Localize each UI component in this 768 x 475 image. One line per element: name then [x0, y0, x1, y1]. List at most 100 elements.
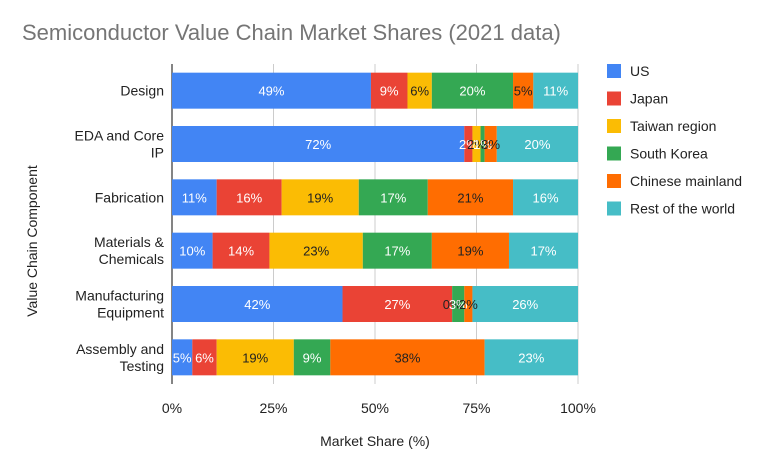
data-label: 9%	[380, 84, 399, 99]
legend-swatch	[607, 119, 621, 133]
bar-segment	[431, 232, 509, 269]
legend-label: South Korea	[630, 146, 708, 162]
bar-segment	[472, 126, 481, 162]
x-axis-title: Market Share (%)	[320, 433, 430, 449]
legend-label: Japan	[630, 91, 668, 107]
data-label: 11%	[182, 190, 207, 205]
data-label: 27%	[384, 297, 410, 312]
bar-segment	[358, 179, 428, 216]
data-label: 23%	[303, 244, 329, 259]
bar-segment	[172, 339, 193, 376]
bar-segment	[212, 232, 270, 269]
x-tick-labels: 0% 25% 50% 75% 100%	[162, 400, 596, 416]
data-label: 19%	[307, 190, 333, 205]
bar-segment	[484, 339, 578, 376]
bar-segment	[407, 72, 432, 109]
bar-segment	[464, 286, 473, 322]
data-label: 72%	[305, 137, 331, 152]
legend-swatch	[607, 64, 621, 78]
category-label: Design	[120, 83, 164, 99]
bar-segment	[172, 286, 343, 322]
data-label: 49%	[258, 84, 284, 99]
legend-label: US	[630, 63, 649, 79]
data-label: 42%	[244, 297, 270, 312]
category-labels: Design EDA and Core IP Fabrication Materials…	[75, 83, 165, 374]
bar-segment	[293, 339, 331, 376]
data-label: 2%	[467, 137, 486, 152]
gridlines	[171, 64, 579, 384]
bar-segment	[172, 126, 465, 162]
legend-swatch	[607, 91, 621, 106]
data-label: 26%	[512, 297, 538, 312]
data-label: 1%	[473, 137, 492, 152]
data-label: 10%	[179, 244, 205, 259]
data-label: 9%	[303, 350, 322, 365]
data-label: 6%	[410, 84, 429, 99]
x-tick-label: 100%	[560, 400, 596, 416]
data-label: 16%	[236, 190, 262, 205]
legend: US Japan Taiwan region South Korea Chinese m…	[607, 63, 742, 217]
x-tick-label: 25%	[259, 400, 287, 416]
bar-segment	[431, 72, 514, 109]
data-label: 17%	[384, 244, 410, 259]
bar-segment	[172, 232, 213, 269]
bar-segment	[496, 126, 578, 162]
data-label: 20%	[524, 137, 550, 152]
bar-segment	[216, 179, 282, 216]
bar-segment	[216, 339, 294, 376]
bar-segment	[513, 179, 578, 216]
legend-swatch	[607, 174, 621, 188]
x-tick-label: 0%	[162, 400, 182, 416]
data-label: 17%	[380, 190, 406, 205]
bar-segment	[269, 232, 363, 269]
category-label: Assembly and Testing	[76, 341, 164, 374]
bar-segment	[513, 72, 534, 109]
bar-segment	[484, 126, 497, 162]
chart-title: Semiconductor Value Chain Market Shares …	[22, 20, 561, 45]
legend-label: Taiwan region	[630, 118, 716, 134]
bar-segment	[281, 179, 359, 216]
bar-segment	[362, 232, 432, 269]
data-labels: 49% 9% 6% 20% 5% 11%72% 2%2%1%3% 20%11% 16% 19% 17…	[173, 84, 569, 366]
data-label: 2%	[459, 137, 478, 152]
bar-segment	[508, 232, 578, 269]
data-label: 19%	[457, 244, 483, 259]
data-label: 5%	[514, 84, 533, 99]
bar-segment	[480, 126, 485, 162]
x-tick-label: 50%	[361, 400, 389, 416]
y-axis-title: Value Chain Component	[24, 165, 40, 317]
bars	[172, 72, 578, 376]
bar-segment	[172, 72, 371, 109]
bar-segment	[192, 339, 217, 376]
data-label: 19%	[242, 350, 268, 365]
data-label: 11%	[543, 84, 568, 99]
data-label: 6%	[195, 350, 214, 365]
data-label: 5%	[173, 350, 192, 365]
data-label: 3%	[449, 297, 468, 312]
category-label: Materials & Chemicals	[94, 234, 165, 267]
data-label: 2%	[459, 297, 478, 312]
category-label: Manufacturing Equipment	[75, 288, 164, 321]
bar-segment	[427, 179, 514, 216]
bar-segment	[172, 179, 217, 216]
legend-swatch	[607, 146, 621, 161]
bar-segment	[533, 72, 578, 109]
bar-segment	[472, 286, 578, 322]
data-label: 21%	[457, 190, 483, 205]
data-label: 16%	[533, 190, 559, 205]
data-label: 23%	[518, 350, 544, 365]
data-label: 17%	[530, 244, 556, 259]
data-label: 14%	[228, 244, 254, 259]
legend-label: Rest of the world	[630, 201, 735, 217]
category-label: EDA and Core IP	[75, 128, 165, 161]
legend-swatch	[607, 201, 621, 216]
bar-segment	[452, 286, 465, 322]
data-label: 20%	[459, 84, 485, 99]
data-label: 3%	[481, 137, 500, 152]
bar-segment	[342, 286, 453, 322]
data-label: 0%	[443, 297, 462, 312]
bar-segment	[330, 339, 485, 376]
bar-segment	[370, 72, 408, 109]
